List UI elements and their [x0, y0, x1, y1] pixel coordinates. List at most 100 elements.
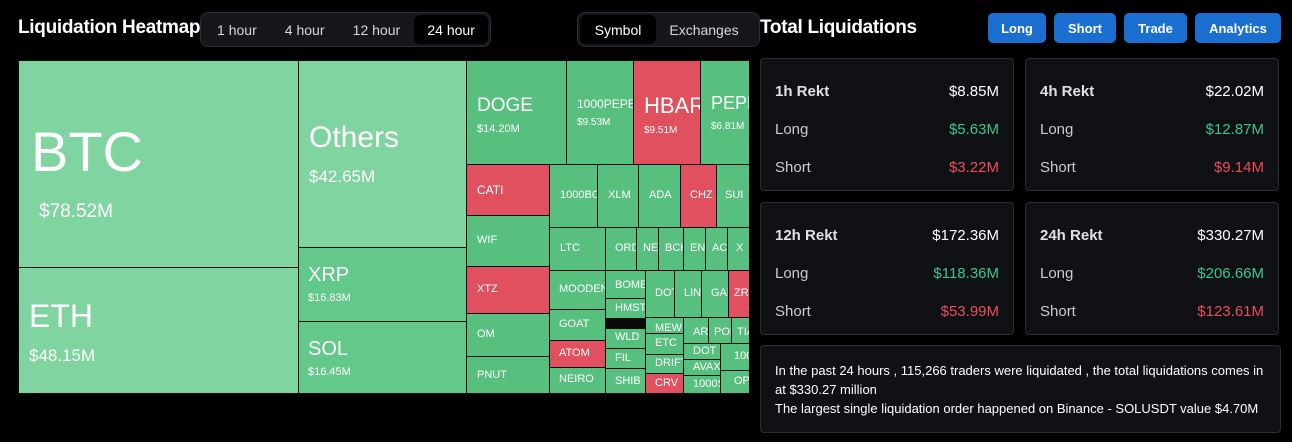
- tile-symbol: OP: [734, 375, 749, 387]
- tile-value: $6.81M: [711, 121, 745, 132]
- tile-value: $42.65M: [309, 167, 376, 186]
- time-option-1h[interactable]: 1 hour: [217, 21, 257, 38]
- short-value: $9.14M: [1213, 159, 1264, 176]
- liquidation-summary: In the past 24 hours , 115,266 traders w…: [760, 345, 1281, 433]
- tile-symbol: X: [736, 242, 744, 254]
- heatmap-tile-pnut[interactable]: PNUT: [466, 356, 550, 394]
- card-label: 1h Rekt: [775, 83, 830, 100]
- heatmap-tile-bome[interactable]: BOME: [605, 270, 646, 299]
- heatmap-tile-sui[interactable]: SUI: [716, 164, 749, 228]
- long-button[interactable]: Long: [988, 13, 1046, 43]
- tile-symbol: SUI: [725, 189, 744, 201]
- tile-symbol: ORDI: [615, 242, 636, 254]
- time-option-4h[interactable]: 4 hour: [284, 21, 325, 38]
- time-range-selector: 1 hour 4 hour 12 hour 24 hour: [200, 12, 491, 47]
- tile-symbol: 100: [734, 350, 749, 362]
- heatmap-tile-1000s[interactable]: 1000S: [683, 375, 721, 394]
- tile-symbol: GALA: [711, 287, 728, 299]
- heatmap-tile-ena[interactable]: ENA: [683, 227, 706, 271]
- heatmap-tile-gala[interactable]: GALA: [701, 270, 729, 318]
- tile-symbol: SHIB: [615, 375, 641, 387]
- heatmap-tile-link[interactable]: LINK: [674, 270, 702, 318]
- tile-symbol: CHZ: [690, 189, 713, 201]
- heatmap-tile-shib[interactable]: SHIB: [605, 368, 646, 394]
- heatmap-tile-others[interactable]: Others $42.65M: [298, 60, 467, 248]
- rekt-card-4h: 4h Rekt $22.02M Long $12.87M Short $9.14M: [1025, 58, 1279, 191]
- heatmap-tile-ordi[interactable]: ORDI: [605, 227, 637, 271]
- tile-symbol: ETH: [29, 298, 93, 334]
- heatmap-title: Liquidation Heatmap: [18, 17, 201, 38]
- heatmap-tile-pepe[interactable]: PEPE $6.81M: [700, 60, 749, 165]
- heatmap-tile-moodeng[interactable]: MOODENG: [549, 270, 606, 310]
- heatmap-tile-drift[interactable]: DRIFT: [645, 354, 684, 374]
- long-value: $118.36M: [933, 265, 999, 282]
- heatmap-tile-op[interactable]: OP: [720, 370, 749, 394]
- heatmap-tile-100[interactable]: 100: [720, 343, 749, 371]
- tile-symbol: LINK: [684, 287, 702, 299]
- short-label: Short: [775, 159, 811, 176]
- heatmap-tile-avax[interactable]: AVAX: [683, 359, 721, 377]
- heatmap-tile-fil[interactable]: FIL: [605, 348, 646, 369]
- tile-symbol: XLM: [608, 189, 631, 201]
- heatmap-tile-btc[interactable]: BTC $78.52M: [18, 60, 299, 268]
- tile-symbol: 1000BONK: [560, 189, 597, 201]
- card-label: 24h Rekt: [1040, 227, 1103, 244]
- heatmap-tile-goat[interactable]: GOAT: [549, 309, 606, 341]
- short-value: $123.61M: [1197, 303, 1264, 320]
- tile-symbol: MOODENG: [559, 283, 605, 295]
- tile-symbol: FIL: [615, 352, 631, 364]
- heatmap-tile-wif[interactable]: WIF: [466, 215, 550, 267]
- time-option-24h[interactable]: 24 hour: [414, 15, 488, 44]
- tile-symbol: GOAT: [559, 318, 590, 330]
- heatmap-tile-ada[interactable]: ADA: [638, 164, 681, 228]
- heatmap-tile-ltc[interactable]: LTC: [549, 227, 606, 271]
- heatmap-tile-xrp[interactable]: XRP $16.83M: [298, 247, 467, 322]
- heatmap-tile-chz[interactable]: CHZ: [680, 164, 717, 228]
- mode-option-exchanges[interactable]: Exchanges: [669, 21, 739, 38]
- heatmap-tile-1000pepe[interactable]: 1000PEPE $9.53M: [566, 60, 634, 165]
- heatmap-tile-sol[interactable]: SOL $16.45M: [298, 321, 467, 394]
- analytics-button[interactable]: Analytics: [1195, 13, 1281, 43]
- heatmap-tile-wld[interactable]: WLD: [605, 328, 646, 349]
- heatmap-tile-hmstr[interactable]: HMSTR: [605, 298, 646, 319]
- heatmap-tile-zrx[interactable]: ZRX: [728, 270, 749, 318]
- tile-symbol: CATI: [477, 183, 504, 197]
- heatmap-tile-doge[interactable]: DOGE $14.20M: [466, 60, 567, 165]
- tile-symbol: MEW: [655, 322, 682, 334]
- mode-option-symbol[interactable]: Symbol: [580, 15, 656, 44]
- heatmap-tile-1000bonk[interactable]: 1000BONK: [549, 164, 598, 228]
- heatmap-tile-ace[interactable]: ACE: [705, 227, 728, 271]
- heatmap-tile-etc[interactable]: ETC: [645, 333, 684, 355]
- tile-symbol: AVAX: [693, 361, 721, 373]
- tile-symbol: BCH: [665, 242, 683, 254]
- heatmap-tile-eth[interactable]: ETH $48.15M: [18, 267, 299, 394]
- summary-line-2: The largest single liquidation order hap…: [775, 401, 1259, 416]
- heatmap-tile-bch[interactable]: BCH: [658, 227, 684, 271]
- tile-value: $16.45M: [308, 366, 351, 378]
- tile-symbol: DOT: [655, 287, 674, 299]
- heatmap-tile-xtz[interactable]: XTZ: [466, 266, 550, 314]
- tile-symbol: ACE: [712, 242, 728, 254]
- short-label: Short: [1040, 303, 1076, 320]
- tile-symbol: DOT: [693, 345, 717, 357]
- heatmap-tile-x[interactable]: X: [727, 227, 749, 271]
- heatmap-tile-near[interactable]: NEAR: [636, 227, 659, 271]
- heatmap-tile-cati[interactable]: CATI: [466, 164, 550, 216]
- card-total: $172.36M: [932, 227, 999, 244]
- heatmap-tile-om[interactable]: OM: [466, 313, 550, 357]
- tile-symbol: DOGE: [477, 95, 533, 116]
- heatmap-tile-xlm[interactable]: XLM: [597, 164, 639, 228]
- long-label: Long: [775, 121, 809, 138]
- trade-button[interactable]: Trade: [1124, 13, 1187, 43]
- short-button[interactable]: Short: [1054, 13, 1116, 43]
- heatmap-tile-atom[interactable]: ATOM: [549, 340, 606, 368]
- tile-symbol: BTC: [31, 120, 143, 183]
- long-label: Long: [1040, 265, 1074, 282]
- heatmap-tile-crv[interactable]: CRV: [645, 373, 684, 394]
- liquidation-heatmap: BTC $78.52M ETH $48.15M Others $42.65M XRP $16.…: [18, 60, 749, 394]
- tile-symbol: PNUT: [477, 369, 507, 381]
- heatmap-tile-hbar[interactable]: HBAR $9.51M: [633, 60, 701, 165]
- time-option-12h[interactable]: 12 hour: [352, 21, 401, 38]
- heatmap-tile-neiro[interactable]: NEIRO: [549, 367, 606, 394]
- heatmap-tile-dot[interactable]: DOT: [645, 270, 675, 318]
